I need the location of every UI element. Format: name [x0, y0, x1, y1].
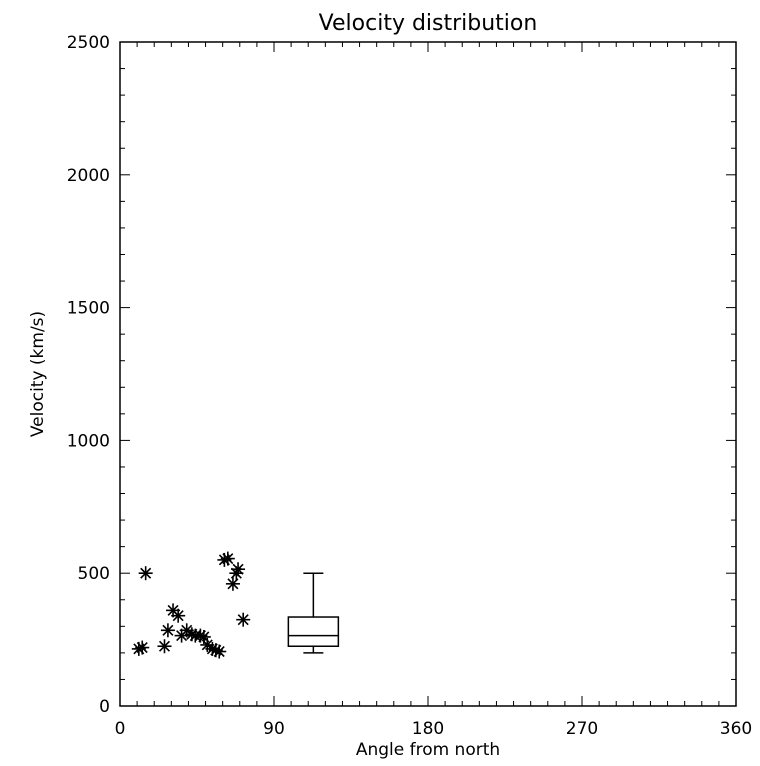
x-tick-label: 270: [566, 719, 598, 739]
data-point: [171, 608, 186, 623]
y-tick-label: 2500: [67, 33, 110, 53]
chart-title: Velocity distribution: [319, 11, 538, 36]
x-tick-label: 360: [720, 719, 752, 739]
plot-frame: [119, 41, 737, 707]
data-point: [236, 612, 251, 627]
y-tick-label: 0: [99, 697, 110, 717]
axis-tick-labels: 0 90 180 270 360 0 500 1000 1500 2000 2500: [67, 33, 752, 739]
scatter-points: [131, 551, 251, 659]
y-tick-label: 1000: [67, 431, 110, 451]
y-tick-label: 1500: [67, 299, 110, 319]
data-point: [157, 639, 172, 654]
box-iqr: [287, 616, 340, 647]
x-tick-label: 180: [412, 719, 444, 739]
y-axis-label: Velocity (km/s): [28, 311, 48, 437]
axis-ticks: [119, 41, 737, 707]
data-point: [138, 566, 153, 581]
data-point: [225, 576, 240, 591]
data-point: [220, 551, 235, 566]
x-tick-label: 90: [263, 719, 285, 739]
x-tick-label: 0: [115, 719, 126, 739]
y-tick-label: 2000: [67, 166, 110, 186]
data-point: [196, 629, 211, 644]
data-point: [135, 640, 150, 655]
data-point: [212, 644, 227, 659]
x-axis-label: Angle from north: [356, 740, 500, 760]
data-point: [231, 562, 246, 577]
data-point: [160, 623, 175, 638]
boxplot: [287, 572, 340, 654]
y-tick-label: 500: [78, 564, 110, 584]
